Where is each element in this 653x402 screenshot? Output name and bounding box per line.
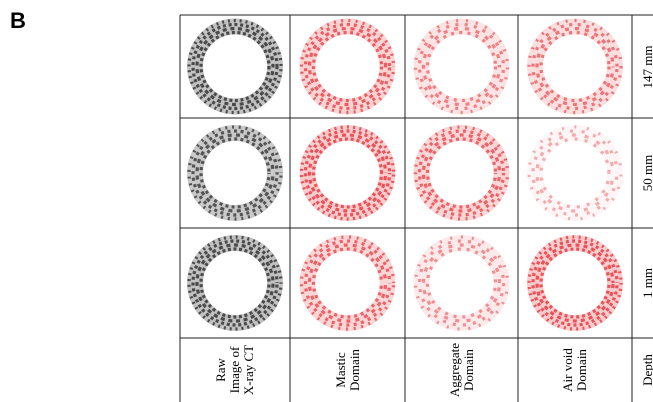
ring-texture [420, 25, 504, 109]
ring-image [302, 21, 394, 113]
ring-base [535, 133, 615, 213]
ring-texture [197, 135, 273, 211]
ring-image [529, 127, 621, 219]
ring-image [302, 237, 394, 329]
ring-image [189, 127, 281, 219]
ring-image [302, 127, 394, 219]
figure-table [0, 0, 653, 402]
page: B (() => { const data = JSON.parse(docum… [0, 0, 653, 402]
column-header: Depth [641, 342, 653, 398]
column-header: Mastic Domain [334, 342, 362, 398]
ring-image [416, 127, 508, 219]
column-header: Aggregate Domain [448, 342, 476, 398]
column-header: Air void Domain [561, 342, 589, 398]
ring-texture [541, 249, 609, 317]
ring-image [189, 237, 281, 329]
ring-image [189, 21, 281, 113]
ring-image [416, 237, 508, 329]
ring-image [416, 21, 508, 113]
ring-texture [193, 131, 277, 215]
ring-image [529, 237, 621, 329]
row-label: 1 mm [641, 238, 653, 328]
row-label: 147 mm [641, 22, 653, 112]
ring-image [529, 21, 621, 113]
column-header: Raw Image of X-ray CT [214, 341, 256, 399]
row-label: 50 mm [641, 128, 653, 218]
